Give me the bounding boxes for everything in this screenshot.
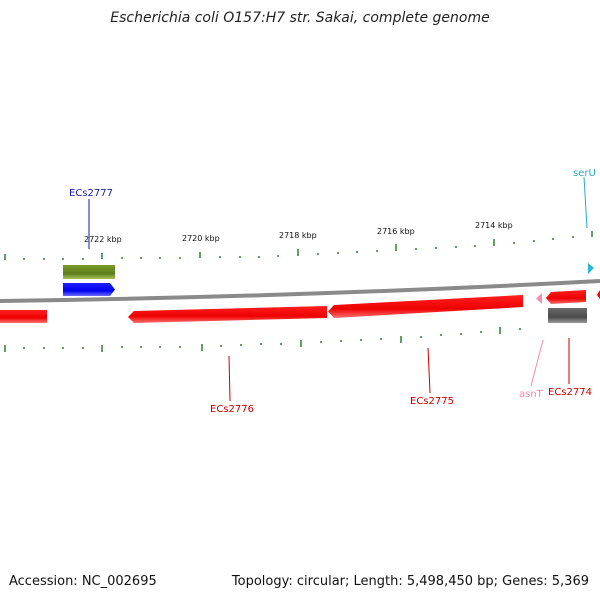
- cds-ECs2776[interactable]: [128, 306, 327, 323]
- cds-left-edge[interactable]: [0, 310, 47, 323]
- tick-label: 2714 kbp: [475, 221, 513, 230]
- genome-backbone: [0, 279, 600, 303]
- gene-label-ECs2776: ECs2776: [210, 404, 254, 415]
- label-connector-serU: [583, 176, 588, 229]
- tick-label: 2722 kbp: [84, 235, 122, 244]
- gene-label-ECs2775: ECs2775: [410, 396, 454, 407]
- outer-tick-ring: [4, 231, 593, 260]
- gene-label-ECs2777: ECs2777: [69, 188, 113, 199]
- label-connector-ECs2776: [228, 355, 231, 402]
- label-connector-asnT: [530, 339, 544, 387]
- gene-label-asnT: asnT: [519, 389, 544, 400]
- gene-label-ECs2774: ECs2774: [548, 387, 592, 398]
- gene-feature-forward[interactable]: [63, 265, 115, 279]
- cds-right-edge[interactable]: [597, 290, 600, 299]
- tick-label: 2718 kbp: [279, 231, 317, 240]
- cds-ECs2777[interactable]: [63, 283, 115, 296]
- gene-feature-reverse[interactable]: [548, 308, 587, 323]
- map-title: Escherichia coli O157:H7 str. Sakai, com…: [110, 10, 490, 26]
- gene-label-serU: serU: [573, 168, 596, 179]
- trna-asnT[interactable]: [536, 293, 542, 304]
- genome-summary-text: Topology: circular; Length: 5,498,450 bp…: [231, 574, 589, 589]
- label-connector-ECs2775: [427, 347, 431, 394]
- trna-serU[interactable]: [588, 263, 594, 274]
- tick-label: 2720 kbp: [182, 234, 220, 243]
- cds-ECs2774[interactable]: [546, 290, 586, 304]
- accession-text: Accession: NC_002695: [9, 574, 157, 589]
- tick-label: 2716 kbp: [377, 227, 415, 236]
- cds-ECs2775[interactable]: [328, 295, 523, 318]
- inner-tick-ring: [4, 327, 521, 352]
